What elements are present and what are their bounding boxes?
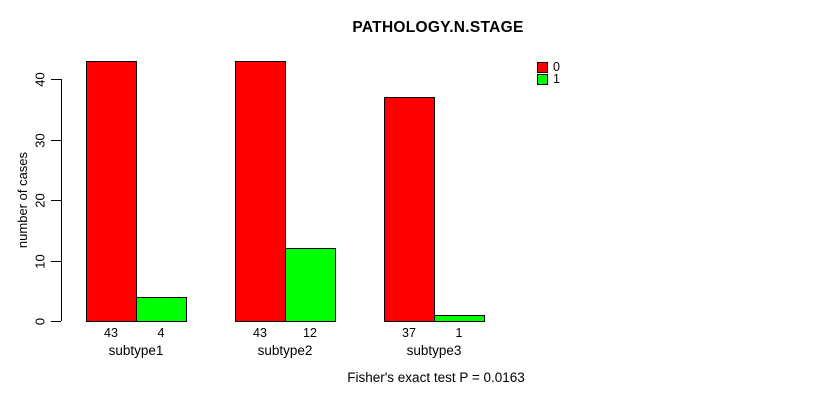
bar-value-label: 1 <box>455 326 463 340</box>
bar-value-label: 12 <box>303 326 317 340</box>
legend-row: 1 <box>537 72 560 86</box>
bar-value-label: 4 <box>157 326 165 340</box>
y-axis-tick <box>51 78 61 80</box>
legend-row: 0 <box>537 60 560 74</box>
y-axis-tick-label: 10 <box>32 253 48 269</box>
chart-title: PATHOLOGY.N.STAGE <box>352 19 524 36</box>
legend-swatch-icon <box>537 74 548 85</box>
y-axis-tick-label: 20 <box>32 192 48 208</box>
bar-subtype3-series-0 <box>384 97 435 322</box>
stat-annotation: Fisher's exact test P = 0.0163 <box>347 370 525 385</box>
y-axis-tick <box>51 139 61 141</box>
y-axis-tick <box>51 320 61 322</box>
category-label-subtype2: subtype2 <box>257 343 313 358</box>
bar-value-label: 37 <box>402 326 416 340</box>
bar-value-label: 43 <box>104 326 118 340</box>
legend-label: 0 <box>553 60 560 74</box>
bar-subtype3-series-1 <box>434 315 485 322</box>
bar-subtype1-series-0 <box>86 61 137 322</box>
y-axis-line <box>61 79 62 321</box>
y-axis-tick-label: 0 <box>32 317 48 325</box>
y-axis-tick-label: 30 <box>32 132 48 148</box>
bar-subtype1-series-1 <box>136 297 187 322</box>
y-axis-tick-label: 40 <box>32 71 48 87</box>
y-axis-title: number of cases <box>15 151 30 249</box>
bar-value-label: 43 <box>253 326 267 340</box>
legend-label: 1 <box>553 72 560 86</box>
y-axis-tick <box>51 260 61 262</box>
category-label-subtype1: subtype1 <box>108 343 164 358</box>
y-axis-tick <box>51 199 61 201</box>
bar-subtype2-series-1 <box>285 248 336 322</box>
category-label-subtype3: subtype3 <box>406 343 462 358</box>
legend-swatch-icon <box>537 62 548 73</box>
bar-subtype2-series-0 <box>235 61 286 322</box>
